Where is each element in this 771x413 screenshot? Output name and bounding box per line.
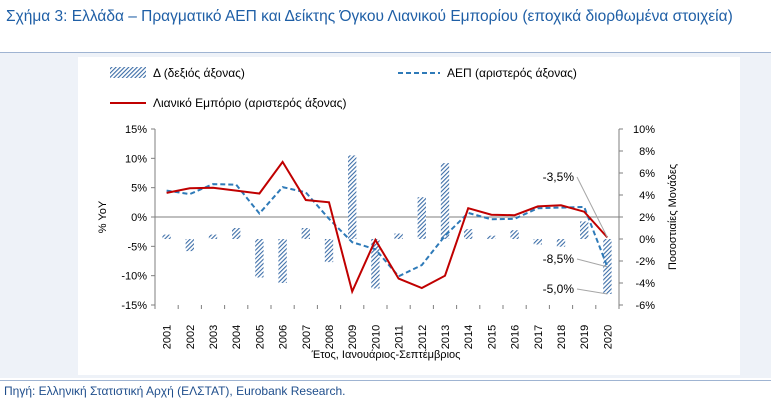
figure-title: Σχήμα 3: Ελλάδα – Πραγματικό ΑΕΠ και Δεί… bbox=[6, 8, 733, 25]
x-tick-label: 2012 bbox=[417, 325, 429, 349]
right-tick-label: 10% bbox=[633, 124, 655, 136]
x-tick-label: 2014 bbox=[463, 325, 475, 349]
delta-bar-2019 bbox=[580, 221, 589, 239]
right-tick-label: -4% bbox=[635, 278, 655, 290]
x-tick-label: 2020 bbox=[602, 325, 614, 349]
x-tick-label: 2019 bbox=[579, 325, 591, 349]
delta-bar-2015 bbox=[487, 235, 496, 239]
annotation-leader-0 bbox=[576, 176, 608, 238]
right-tick-label: 4% bbox=[639, 190, 655, 202]
source-divider bbox=[0, 380, 771, 381]
left-tick-label: -5% bbox=[127, 241, 147, 253]
y-axis-title: % YoY bbox=[97, 200, 109, 233]
series-lines bbox=[166, 160, 609, 295]
x-tick-label: 2017 bbox=[533, 325, 545, 349]
x-tick-label: 2013 bbox=[440, 325, 452, 349]
left-tick-label: 5% bbox=[131, 183, 147, 195]
annotation-label-0: -3,5% bbox=[543, 170, 575, 184]
left-tick-label: 0% bbox=[131, 212, 147, 224]
right-tick-label: -6% bbox=[635, 300, 655, 312]
delta-bar-2017 bbox=[533, 239, 542, 245]
source-note: Πηγή: Ελληνική Στατιστική Αρχή (ΕΛΣΤΑΤ),… bbox=[4, 384, 346, 398]
gdp-line bbox=[166, 183, 609, 278]
legend-label-gdp: ΑΕΠ (αριστερός άξονας) bbox=[447, 66, 577, 80]
x-tick-label: 2015 bbox=[486, 325, 498, 349]
annotation-leader-1 bbox=[576, 258, 608, 268]
right-tick-label: 2% bbox=[639, 212, 655, 224]
delta-bar-2003 bbox=[208, 234, 218, 239]
x-tick-label: 2001 bbox=[162, 325, 174, 349]
legend-label-retail: Λιανικό Εμπόριο (αριστερός άξονας) bbox=[153, 96, 346, 110]
annotations: -3,5% -8,5% -5,0% bbox=[543, 170, 608, 296]
right-tick-label: 0% bbox=[639, 234, 655, 246]
retail-line bbox=[166, 160, 609, 295]
delta-bar-2010 bbox=[371, 239, 380, 289]
annotation-leader-2 bbox=[576, 288, 608, 295]
left-tick-label: 15% bbox=[125, 124, 147, 136]
x-tick-label: 2006 bbox=[278, 325, 290, 349]
x-tick-label: 2003 bbox=[208, 325, 220, 349]
delta-bar-2009 bbox=[348, 155, 357, 239]
delta-bar-2008 bbox=[324, 239, 334, 263]
delta-bar-2001 bbox=[162, 234, 171, 239]
delta-bar-2002 bbox=[185, 239, 194, 252]
right-tick-label: 8% bbox=[639, 146, 655, 158]
legend: Δ (δεξιός άξονας) ΑΕΠ (αριστερός άξονας) Λ… bbox=[110, 66, 577, 110]
x-tick-label: 2009 bbox=[347, 325, 359, 349]
x-tick-label: 2010 bbox=[370, 325, 382, 349]
left-tick-label: -10% bbox=[121, 271, 147, 283]
delta-bar-2012 bbox=[417, 197, 426, 239]
delta-bar-2011 bbox=[394, 233, 403, 239]
chart-area bbox=[78, 57, 740, 375]
legend-swatch-delta bbox=[110, 67, 146, 78]
legend-label-delta: Δ (δεξιός άξονας) bbox=[153, 66, 245, 80]
delta-bar-2018 bbox=[556, 239, 566, 247]
x-axis-title: Έτος, Ιανουάριος-Σεπτέμβριος bbox=[311, 349, 461, 361]
x-tick-label: 2004 bbox=[231, 325, 243, 349]
y2-axis-title: Ποσοστιαίες Μονάδες bbox=[667, 164, 679, 270]
delta-bar-2007 bbox=[301, 228, 310, 239]
x-tick-label: 2008 bbox=[324, 325, 336, 349]
delta-bar-2006 bbox=[278, 239, 287, 283]
x-tick-label: 2018 bbox=[556, 325, 568, 349]
axes: 15% 10% 5% 0% -5% -10% -15% 10% 8% 6% 4% 2% 0% -2% -4%… bbox=[97, 124, 679, 361]
x-tick-label: 2002 bbox=[185, 325, 197, 349]
x-tick-label: 2016 bbox=[510, 325, 522, 349]
x-tick-label: 2005 bbox=[254, 325, 266, 349]
delta-bar-2004 bbox=[232, 228, 241, 239]
annotation-label-1: -8,5% bbox=[543, 252, 575, 266]
right-tick-label: 6% bbox=[639, 168, 655, 180]
right-tick-label: -2% bbox=[635, 256, 655, 268]
annotation-label-2: -5,0% bbox=[543, 282, 575, 296]
delta-bar-2005 bbox=[255, 239, 264, 278]
left-tick-label: -15% bbox=[121, 300, 147, 312]
delta-bar-2016 bbox=[510, 230, 519, 239]
left-tick-label: 10% bbox=[125, 153, 147, 165]
title-divider bbox=[0, 52, 771, 53]
x-tick-label: 2007 bbox=[301, 325, 313, 349]
delta-bar-2014 bbox=[464, 229, 473, 239]
x-tick-label: 2011 bbox=[394, 325, 406, 349]
delta-bar-2013 bbox=[440, 163, 450, 239]
